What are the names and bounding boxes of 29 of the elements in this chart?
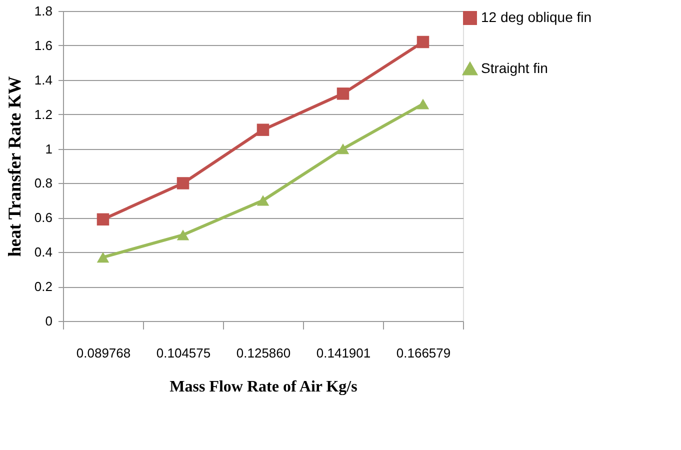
x-tick-label: 0.166579 [396, 346, 451, 360]
point [256, 195, 270, 206]
y-tick-label: 1.6 [34, 38, 52, 53]
y-tick-label: 0.8 [34, 176, 52, 191]
x-tick-label: 0.104575 [156, 346, 211, 360]
point [416, 98, 430, 110]
y-tick-label: 0 [45, 314, 52, 328]
point [416, 36, 430, 48]
x-tick-label: 0.125860 [236, 346, 291, 360]
y-tick-label: 1.2 [34, 106, 52, 122]
point [256, 124, 270, 136]
point [176, 177, 190, 190]
point [96, 213, 110, 226]
y-axis-title: heat Transfer Rate KW [4, 76, 24, 257]
point [336, 143, 350, 154]
x-tick-label: 0.141901 [316, 346, 371, 360]
y-tick-label: 0.4 [34, 244, 52, 260]
x-axis-title: Mass Flow Rate of Air Kg/s [170, 378, 358, 396]
point [336, 88, 350, 100]
legend-label: Straight fin [481, 60, 548, 76]
point [96, 252, 110, 263]
point [176, 230, 190, 240]
x-tick-label: 0.089768 [76, 346, 131, 360]
y-tick-label: 1.4 [34, 72, 52, 88]
y-tick-label: 0.2 [34, 279, 52, 294]
y-tick-label: 0.6 [34, 210, 52, 226]
y-tick-label: 1 [45, 141, 52, 156]
y-tick-label: 1.8 [34, 4, 52, 18]
legend-label: 12 deg oblique fin [481, 9, 592, 25]
